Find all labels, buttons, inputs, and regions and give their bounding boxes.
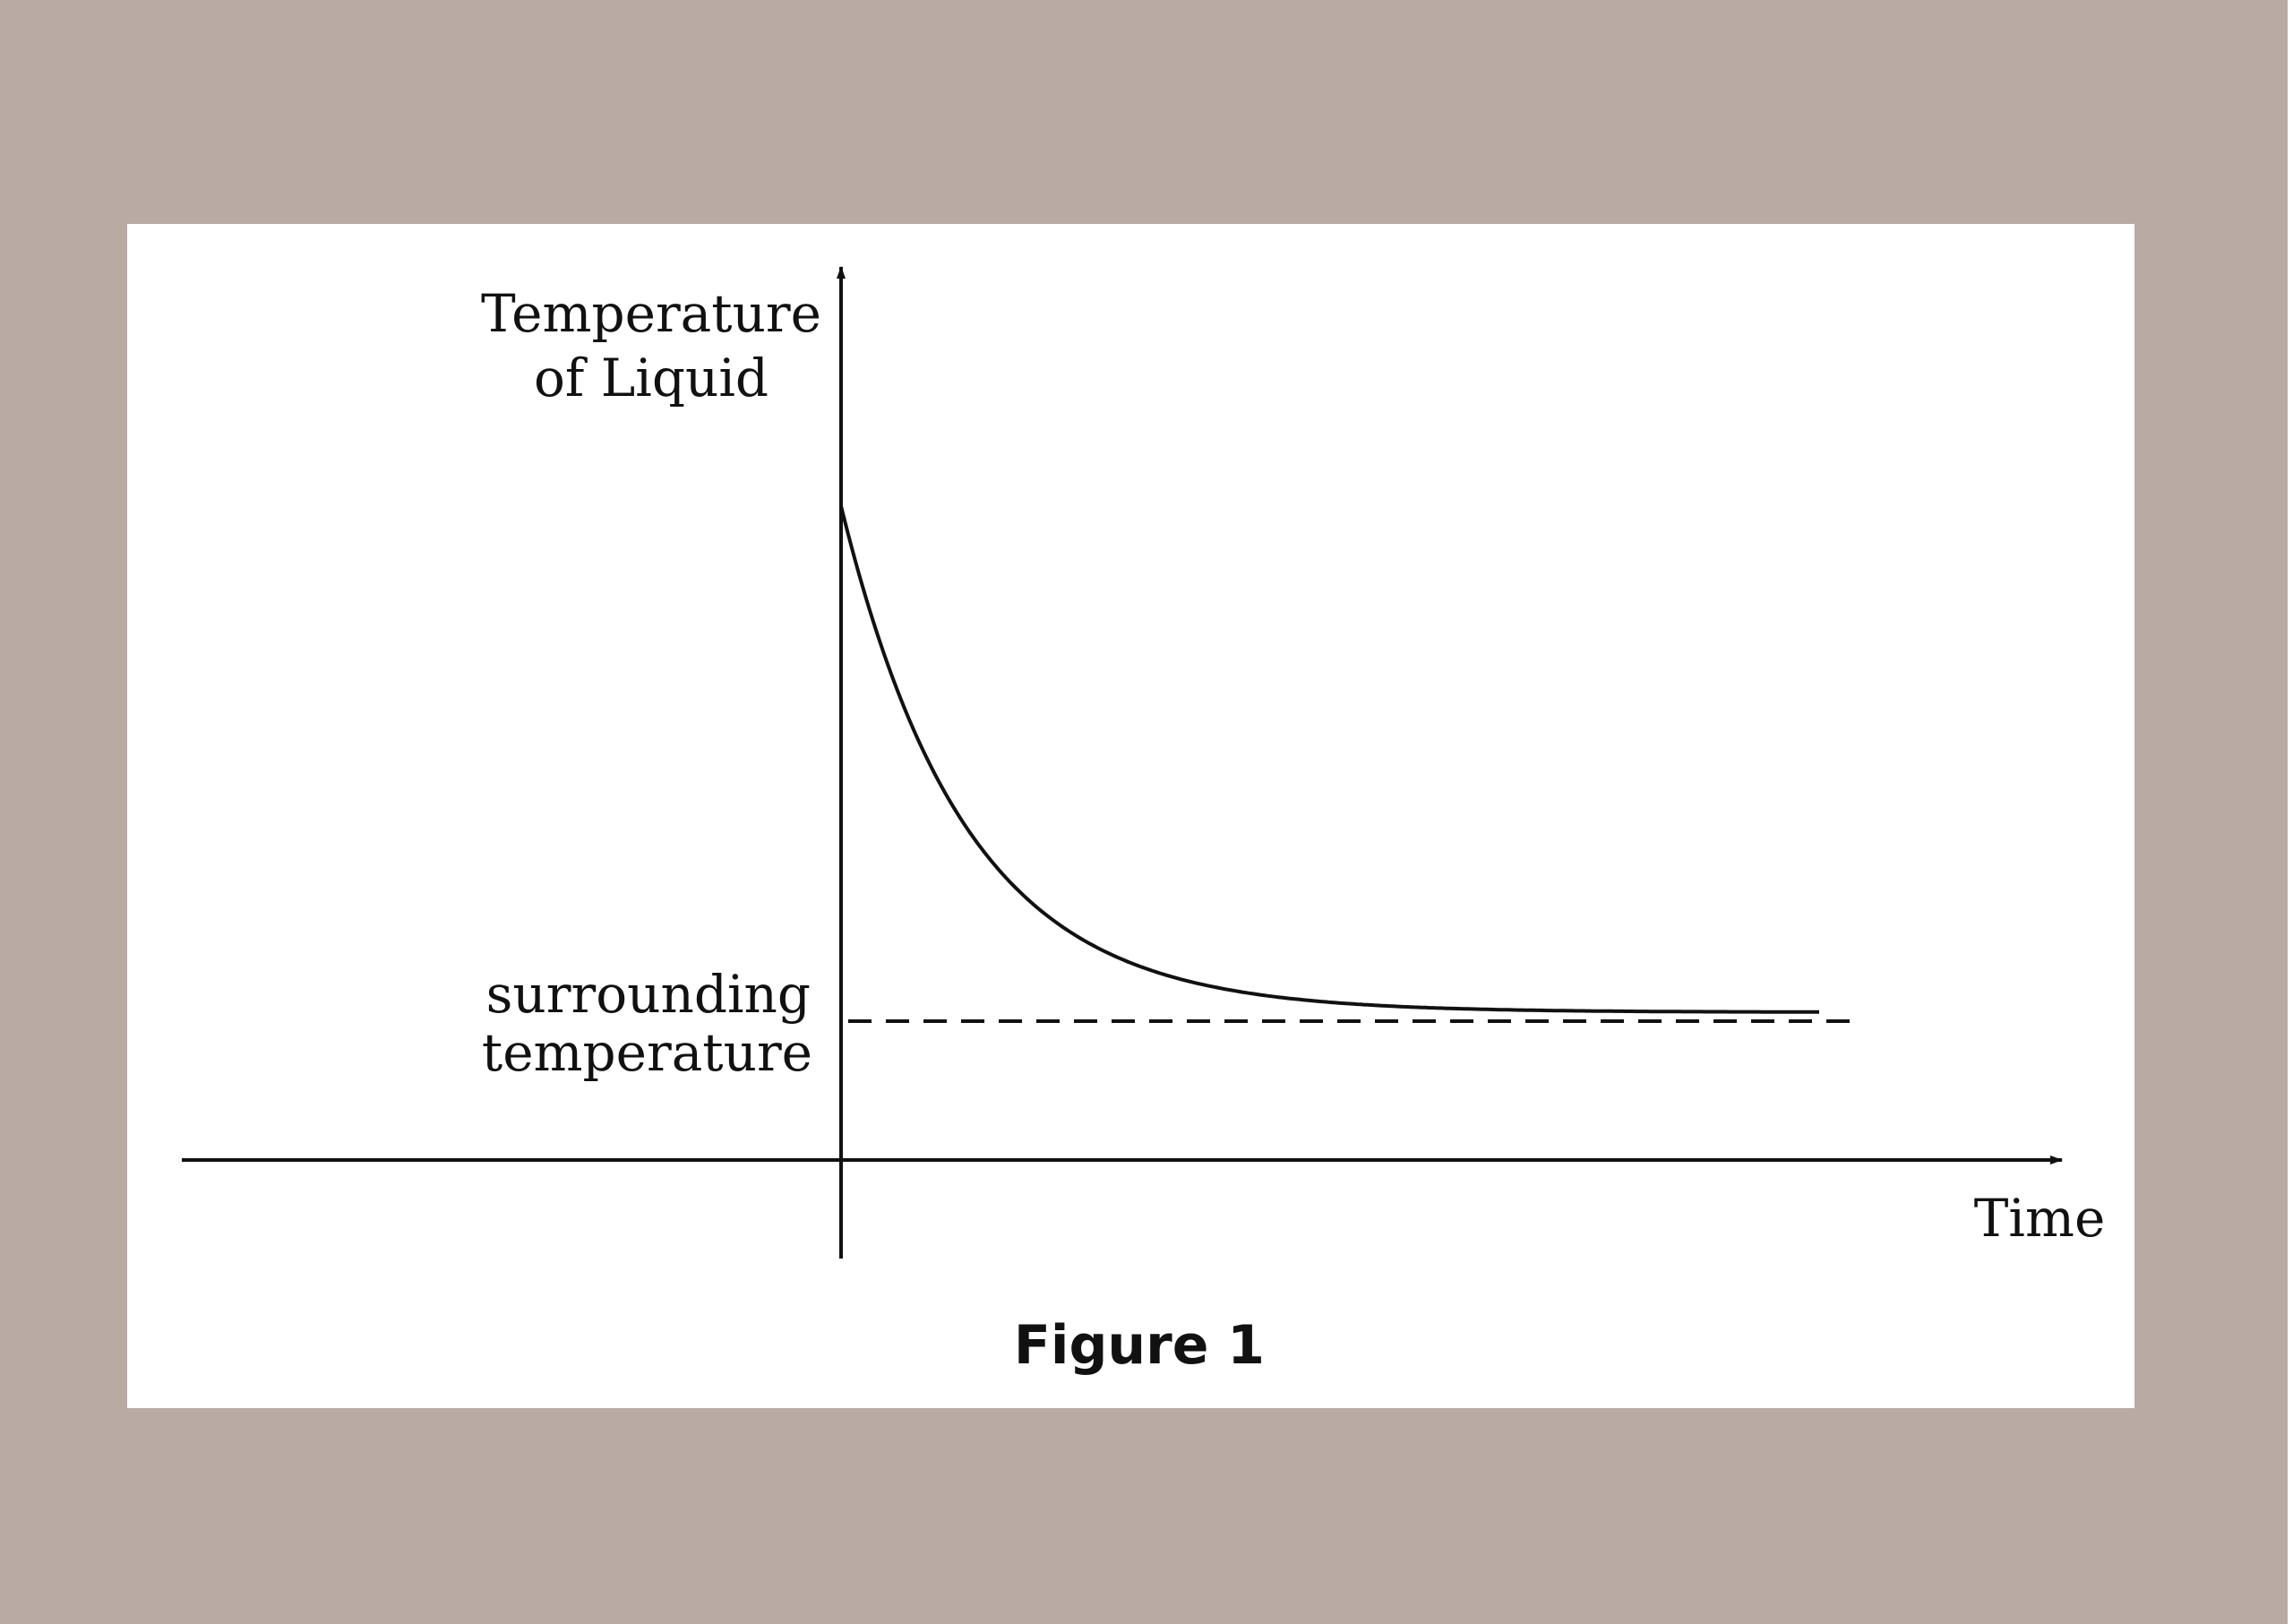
reference-label-line1: surrounding	[486, 964, 811, 1025]
y-axis-label-line2: of Liquid	[534, 348, 769, 408]
x-axis-label: Time	[1974, 1188, 2106, 1249]
cooling-curve	[839, 505, 1819, 1014]
y-axis-label-line1: Temperature	[481, 283, 821, 344]
figure-caption: Figure 1	[1014, 1314, 1265, 1377]
reference-label-line2: temperature	[482, 1022, 812, 1083]
cooling-curve-diagram: Temperature of Liquid surrounding temper…	[182, 266, 2106, 1377]
figure-card: Temperature of Liquid surrounding temper…	[127, 224, 2134, 1408]
backdrop-edge	[2288, 0, 2293, 1624]
